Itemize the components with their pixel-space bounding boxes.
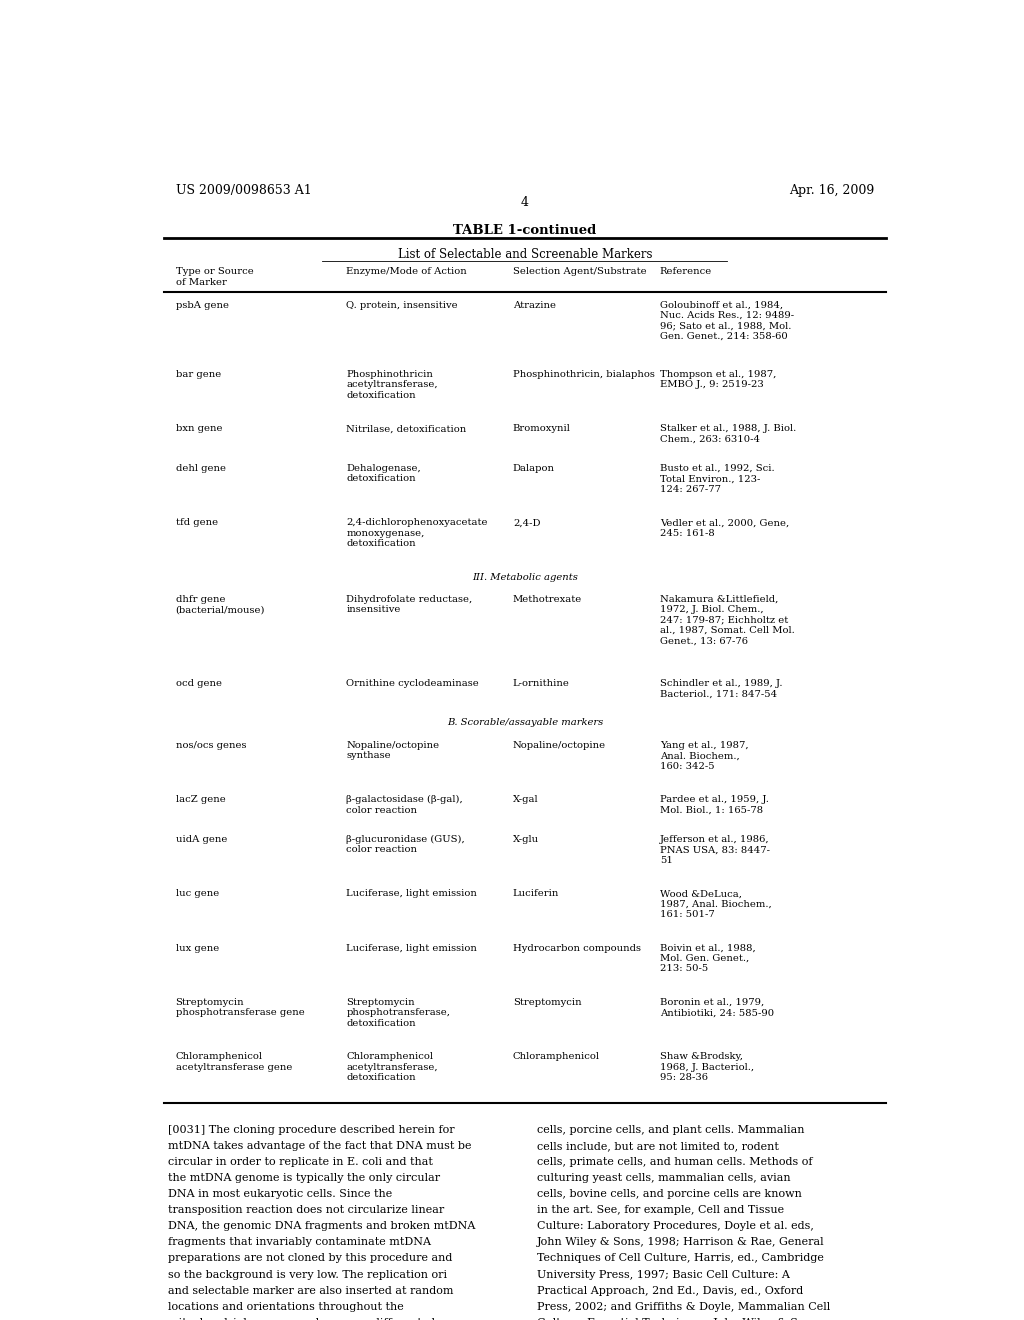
Text: DNA in most eukaryotic cells. Since the: DNA in most eukaryotic cells. Since the [168, 1189, 392, 1200]
Text: Methotrexate: Methotrexate [513, 595, 583, 605]
Text: John Wiley & Sons, 1998; Harrison & Rae, General: John Wiley & Sons, 1998; Harrison & Rae,… [537, 1237, 824, 1247]
Text: mitochondrial genome and so many different clones: mitochondrial genome and so many differe… [168, 1317, 461, 1320]
Text: in the art. See, for example, Cell and Tissue: in the art. See, for example, Cell and T… [537, 1205, 783, 1216]
Text: so the background is very low. The replication ori: so the background is very low. The repli… [168, 1270, 446, 1279]
Text: β-glucuronidase (GUS),
color reaction: β-glucuronidase (GUS), color reaction [346, 834, 465, 854]
Text: dehl gene: dehl gene [176, 463, 225, 473]
Text: Reference: Reference [659, 267, 712, 276]
Text: fragments that invariably contaminate mtDNA: fragments that invariably contaminate mt… [168, 1237, 431, 1247]
Text: [0031] The cloning procedure described herein for: [0031] The cloning procedure described h… [168, 1125, 455, 1135]
Text: Boivin et al., 1988,
Mol. Gen. Genet.,
213: 50-5: Boivin et al., 1988, Mol. Gen. Genet., 2… [659, 944, 756, 973]
Text: Schindler et al., 1989, J.
Bacteriol., 171: 847-54: Schindler et al., 1989, J. Bacteriol., 1… [659, 678, 782, 698]
Text: cells, primate cells, and human cells. Methods of: cells, primate cells, and human cells. M… [537, 1158, 812, 1167]
Text: Press, 2002; and Griffiths & Doyle, Mammalian Cell: Press, 2002; and Griffiths & Doyle, Mamm… [537, 1302, 830, 1312]
Text: B. Scorable/assayable markers: B. Scorable/assayable markers [446, 718, 603, 727]
Text: Chloramphenicol: Chloramphenicol [513, 1052, 600, 1061]
Text: III. Metabolic agents: III. Metabolic agents [472, 573, 578, 582]
Text: Yang et al., 1987,
Anal. Biochem.,
160: 342-5: Yang et al., 1987, Anal. Biochem., 160: … [659, 741, 749, 771]
Text: List of Selectable and Screenable Markers: List of Selectable and Screenable Marker… [397, 248, 652, 261]
Text: Nitrilase, detoxification: Nitrilase, detoxification [346, 424, 467, 433]
Text: Jefferson et al., 1986,
PNAS USA, 83: 8447-
51: Jefferson et al., 1986, PNAS USA, 83: 84… [659, 834, 770, 865]
Text: Dalapon: Dalapon [513, 463, 555, 473]
Text: Apr. 16, 2009: Apr. 16, 2009 [788, 183, 873, 197]
Text: Hydrocarbon compounds: Hydrocarbon compounds [513, 944, 641, 953]
Text: Wood &DeLuca,
1987, Anal. Biochem.,
161: 501-7: Wood &DeLuca, 1987, Anal. Biochem., 161:… [659, 890, 771, 919]
Text: Luciferin: Luciferin [513, 890, 559, 898]
Text: luc gene: luc gene [176, 890, 219, 898]
Text: transposition reaction does not circularize linear: transposition reaction does not circular… [168, 1205, 444, 1216]
Text: Type or Source
of Marker: Type or Source of Marker [176, 267, 253, 286]
Text: mtDNA takes advantage of the fact that DNA must be: mtDNA takes advantage of the fact that D… [168, 1140, 471, 1151]
Text: culturing yeast cells, mammalian cells, avian: culturing yeast cells, mammalian cells, … [537, 1173, 791, 1183]
Text: uidA gene: uidA gene [176, 834, 227, 843]
Text: β-galactosidase (β-gal),
color reaction: β-galactosidase (β-gal), color reaction [346, 795, 463, 814]
Text: Thompson et al., 1987,
EMBO J., 9: 2519-23: Thompson et al., 1987, EMBO J., 9: 2519-… [659, 370, 776, 389]
Text: preparations are not cloned by this procedure and: preparations are not cloned by this proc… [168, 1254, 452, 1263]
Text: Selection Agent/Substrate: Selection Agent/Substrate [513, 267, 646, 276]
Text: 2,4-dichlorophenoxyacetate
monoxygenase,
detoxification: 2,4-dichlorophenoxyacetate monoxygenase,… [346, 519, 487, 548]
Text: bar gene: bar gene [176, 370, 221, 379]
Text: Bromoxynil: Bromoxynil [513, 424, 570, 433]
Text: nos/ocs genes: nos/ocs genes [176, 741, 246, 750]
Text: Techniques of Cell Culture, Harris, ed., Cambridge: Techniques of Cell Culture, Harris, ed.,… [537, 1254, 823, 1263]
Text: Phosphinothricin, bialaphos: Phosphinothricin, bialaphos [513, 370, 654, 379]
Text: psbA gene: psbA gene [176, 301, 228, 310]
Text: Enzyme/Mode of Action: Enzyme/Mode of Action [346, 267, 467, 276]
Text: 4: 4 [521, 195, 528, 209]
Text: Q. protein, insensitive: Q. protein, insensitive [346, 301, 458, 310]
Text: Goloubinoff et al., 1984,
Nuc. Acids Res., 12: 9489-
96; Sato et al., 1988, Mol.: Goloubinoff et al., 1984, Nuc. Acids Res… [659, 301, 794, 341]
Text: TABLE 1-continued: TABLE 1-continued [454, 224, 596, 238]
Text: Luciferase, light emission: Luciferase, light emission [346, 890, 477, 898]
Text: Shaw &Brodsky,
1968, J. Bacteriol.,
95: 28-36: Shaw &Brodsky, 1968, J. Bacteriol., 95: … [659, 1052, 754, 1082]
Text: cells, porcine cells, and plant cells. Mammalian: cells, porcine cells, and plant cells. M… [537, 1125, 804, 1135]
Text: Chloramphenicol
acetyltransferase,
detoxification: Chloramphenicol acetyltransferase, detox… [346, 1052, 438, 1082]
Text: Boronin et al., 1979,
Antibiotiki, 24: 585-90: Boronin et al., 1979, Antibiotiki, 24: 5… [659, 998, 774, 1018]
Text: Luciferase, light emission: Luciferase, light emission [346, 944, 477, 953]
Text: and selectable marker are also inserted at random: and selectable marker are also inserted … [168, 1286, 454, 1296]
Text: Ornithine cyclodeaminase: Ornithine cyclodeaminase [346, 678, 479, 688]
Text: lux gene: lux gene [176, 944, 219, 953]
Text: Vedler et al., 2000, Gene,
245: 161-8: Vedler et al., 2000, Gene, 245: 161-8 [659, 519, 788, 537]
Text: Stalker et al., 1988, J. Biol.
Chem., 263: 6310-4: Stalker et al., 1988, J. Biol. Chem., 26… [659, 424, 796, 444]
Text: locations and orientations throughout the: locations and orientations throughout th… [168, 1302, 403, 1312]
Text: cells include, but are not limited to, rodent: cells include, but are not limited to, r… [537, 1140, 778, 1151]
Text: Pardee et al., 1959, J.
Mol. Biol., 1: 165-78: Pardee et al., 1959, J. Mol. Biol., 1: 1… [659, 795, 769, 814]
Text: Nopaline/octopine
synthase: Nopaline/octopine synthase [346, 741, 439, 760]
Text: Culture: Essential Techniques, John Wiley & Sons,: Culture: Essential Techniques, John Wile… [537, 1317, 820, 1320]
Text: bxn gene: bxn gene [176, 424, 222, 433]
Text: tfd gene: tfd gene [176, 519, 218, 527]
Text: circular in order to replicate in E. coli and that: circular in order to replicate in E. col… [168, 1158, 432, 1167]
Text: Culture: Laboratory Procedures, Doyle et al. eds,: Culture: Laboratory Procedures, Doyle et… [537, 1221, 814, 1232]
Text: Busto et al., 1992, Sci.
Total Environ., 123-
124: 267-77: Busto et al., 1992, Sci. Total Environ.,… [659, 463, 774, 494]
Text: DNA, the genomic DNA fragments and broken mtDNA: DNA, the genomic DNA fragments and broke… [168, 1221, 475, 1232]
Text: cells, bovine cells, and porcine cells are known: cells, bovine cells, and porcine cells a… [537, 1189, 802, 1200]
Text: X-gal: X-gal [513, 795, 539, 804]
Text: Streptomycin
phosphotransferase gene: Streptomycin phosphotransferase gene [176, 998, 304, 1018]
Text: Streptomycin: Streptomycin [513, 998, 582, 1007]
Text: Phosphinothricin
acetyltransferase,
detoxification: Phosphinothricin acetyltransferase, deto… [346, 370, 438, 400]
Text: Dihydrofolate reductase,
insensitive: Dihydrofolate reductase, insensitive [346, 595, 472, 614]
Text: lacZ gene: lacZ gene [176, 795, 225, 804]
Text: Practical Approach, 2nd Ed., Davis, ed., Oxford: Practical Approach, 2nd Ed., Davis, ed.,… [537, 1286, 803, 1296]
Text: ocd gene: ocd gene [176, 678, 221, 688]
Text: US 2009/0098653 A1: US 2009/0098653 A1 [176, 183, 311, 197]
Text: Dehalogenase,
detoxification: Dehalogenase, detoxification [346, 463, 421, 483]
Text: L-ornithine: L-ornithine [513, 678, 569, 688]
Text: Nopaline/octopine: Nopaline/octopine [513, 741, 606, 750]
Text: the mtDNA genome is typically the only circular: the mtDNA genome is typically the only c… [168, 1173, 439, 1183]
Text: X-glu: X-glu [513, 834, 539, 843]
Text: Nakamura &Littlefield,
1972, J. Biol. Chem.,
247: 179-87; Eichholtz et
al., 1987: Nakamura &Littlefield, 1972, J. Biol. Ch… [659, 595, 795, 645]
Text: Atrazine: Atrazine [513, 301, 556, 310]
Text: Streptomycin
phosphotransferase,
detoxification: Streptomycin phosphotransferase, detoxif… [346, 998, 451, 1028]
Text: University Press, 1997; Basic Cell Culture: A: University Press, 1997; Basic Cell Cultu… [537, 1270, 790, 1279]
Text: dhfr gene
(bacterial/mouse): dhfr gene (bacterial/mouse) [176, 595, 265, 614]
Text: Chloramphenicol
acetyltransferase gene: Chloramphenicol acetyltransferase gene [176, 1052, 292, 1072]
Text: 2,4-D: 2,4-D [513, 519, 541, 527]
